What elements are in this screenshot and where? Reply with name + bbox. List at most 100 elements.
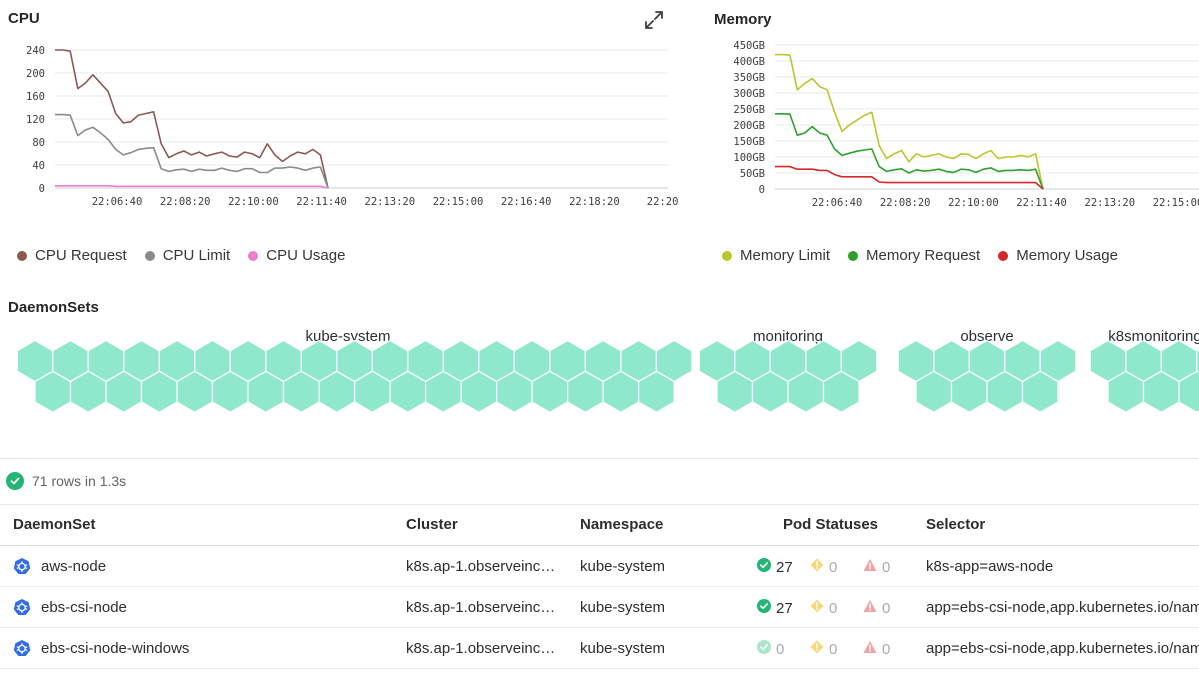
divider xyxy=(0,458,1199,459)
legend-dot-icon xyxy=(17,250,27,261)
daemonset-name[interactable]: ebs-csi-node-windows xyxy=(41,640,190,657)
y-tick-label: 450GB xyxy=(733,40,765,52)
result-text: 71 rows in 1.3s xyxy=(32,473,127,489)
group-label-observe: observe xyxy=(960,328,1014,345)
legend-item[interactable]: CPU Request xyxy=(17,247,127,264)
y-tick-label: 50GB xyxy=(740,168,765,180)
legend-dot-icon xyxy=(998,250,1009,261)
legend-item[interactable]: Memory Usage xyxy=(998,247,1118,264)
memory-chart: 0 50GB 100GB 150GB 200GB 250GB 300GB 350GB 400GB… xyxy=(733,40,1199,209)
y-tick-label: 0 xyxy=(39,183,45,195)
group-label-monitoring: monitoring xyxy=(752,328,824,345)
legend-dot-icon xyxy=(248,250,259,261)
x-tick-label: 22:20 xyxy=(647,196,679,208)
status-ok-count: 0 xyxy=(776,640,785,658)
check-circle-icon xyxy=(6,472,24,490)
kubernetes-icon xyxy=(13,639,31,657)
y-tick-label: 150GB xyxy=(733,136,765,148)
check-circle-icon xyxy=(757,558,771,576)
x-tick-label: 22:10:00 xyxy=(228,196,279,208)
divider xyxy=(0,504,1199,505)
error-triangle-icon xyxy=(863,640,877,658)
x-tick-label: 22:18:20 xyxy=(569,196,620,208)
series-line-memory-usage xyxy=(775,165,1044,190)
x-tick-label: 22:11:40 xyxy=(1016,197,1067,209)
daemonset-name[interactable]: aws-node xyxy=(41,558,107,575)
status-ok: 27 xyxy=(757,558,793,576)
daemonset-hex[interactable] xyxy=(1178,370,1199,413)
x-tick-label: 22:10:00 xyxy=(948,197,999,209)
daemonset-name[interactable]: ebs-csi-node xyxy=(41,599,127,616)
legend-label: Memory Request xyxy=(866,247,981,264)
column-header-daemonset[interactable]: DaemonSet xyxy=(13,516,96,533)
y-tick-label: 350GB xyxy=(733,72,765,84)
y-tick-label: 400GB xyxy=(733,56,765,68)
kubernetes-icon xyxy=(13,557,31,575)
column-header-selector[interactable]: Selector xyxy=(926,516,986,533)
y-tick-label: 240 xyxy=(26,45,45,57)
cpu-legend: CPU Request CPU Limit CPU Usage xyxy=(17,247,345,264)
legend-item[interactable]: CPU Limit xyxy=(144,247,230,264)
cluster-name: k8s.ap-1.observeinc.com xyxy=(406,640,558,657)
result-summary: 71 rows in 1.3s xyxy=(6,472,126,490)
daemonset-hex[interactable] xyxy=(822,370,860,413)
warning-diamond-icon xyxy=(810,599,824,617)
column-header-pod-statuses[interactable]: Pod Statuses xyxy=(783,516,879,533)
expand-icon[interactable] xyxy=(643,9,665,31)
x-tick-label: 22:06:40 xyxy=(812,197,863,209)
warning-diamond-icon xyxy=(810,640,824,658)
status-ok-count: 27 xyxy=(776,558,793,576)
y-tick-label: 0 xyxy=(759,184,765,196)
kubernetes-icon xyxy=(13,598,31,616)
y-tick-label: 300GB xyxy=(733,88,765,100)
legend-dot-icon xyxy=(722,250,732,261)
x-tick-label: 22:15:00 xyxy=(433,196,484,208)
status-warning-count: 0 xyxy=(829,640,838,658)
daemonset-hex[interactable] xyxy=(1021,370,1059,413)
daemonset-hex[interactable] xyxy=(637,370,675,413)
status-error-count: 0 xyxy=(882,640,891,658)
error-triangle-icon xyxy=(863,558,877,576)
selector-value: app=ebs-csi-node,app.kubernetes.io/name=… xyxy=(926,640,1199,657)
status-warning-count: 0 xyxy=(829,599,838,617)
series-line-cpu-limit xyxy=(55,113,329,189)
status-warning: 0 xyxy=(810,558,837,576)
warning-diamond-icon xyxy=(810,558,824,576)
group-label-kube-system: kube-system xyxy=(305,328,391,345)
legend-item[interactable]: Memory Request xyxy=(848,247,980,264)
column-header-cluster[interactable]: Cluster xyxy=(406,516,458,533)
error-triangle-icon xyxy=(863,599,877,617)
column-header-namespace[interactable]: Namespace xyxy=(580,516,664,533)
status-error: 0 xyxy=(863,599,890,617)
table-row[interactable]: ebs-csi-node k8s.ap-1.observeinc.com kub… xyxy=(0,587,1199,628)
legend-item[interactable]: Memory Limit xyxy=(722,247,830,264)
namespace-name: kube-system xyxy=(580,558,666,575)
legend-label: CPU Usage xyxy=(266,247,346,264)
legend-item[interactable]: CPU Usage xyxy=(248,247,345,264)
status-warning: 0 xyxy=(810,599,837,617)
y-tick-label: 100GB xyxy=(733,152,765,164)
x-tick-label: 22:08:20 xyxy=(160,196,211,208)
check-circle-icon xyxy=(757,640,771,658)
table-row[interactable]: ebs-csi-node-windows k8s.ap-1.observeinc… xyxy=(0,628,1199,669)
y-tick-label: 160 xyxy=(26,91,45,103)
series-line-memory-request xyxy=(775,113,1044,190)
status-ok: 27 xyxy=(757,599,793,617)
check-circle-icon xyxy=(757,599,771,617)
memory-legend: Memory Limit Memory Request Memory Usage xyxy=(722,247,1118,264)
table-row[interactable]: aws-node k8s.ap-1.observeinc.com kube-sy… xyxy=(0,546,1199,587)
daemonsets-title: DaemonSets xyxy=(8,299,99,316)
legend-label: Memory Usage xyxy=(1016,247,1118,264)
x-tick-label: 22:15:00 xyxy=(1153,197,1199,209)
y-tick-label: 40 xyxy=(32,160,45,172)
status-ok-count: 27 xyxy=(776,599,793,617)
status-warning: 0 xyxy=(810,640,837,658)
series-line-cpu-request xyxy=(55,49,329,189)
namespace-name: kube-system xyxy=(580,640,666,657)
x-tick-label: 22:11:40 xyxy=(296,196,347,208)
x-tick-label: 22:06:40 xyxy=(92,196,143,208)
selector-value: k8s-app=aws-node xyxy=(926,558,1054,575)
y-tick-label: 120 xyxy=(26,114,45,126)
y-tick-label: 250GB xyxy=(733,104,765,116)
status-error-count: 0 xyxy=(882,558,891,576)
